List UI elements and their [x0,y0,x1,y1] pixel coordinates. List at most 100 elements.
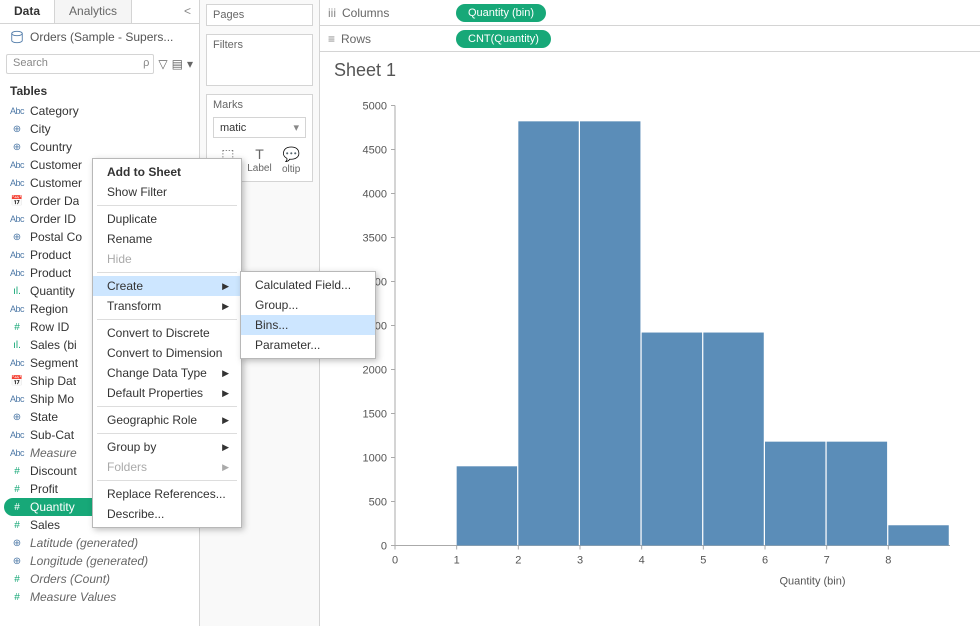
marks-cell-icon: 💬 [278,146,304,163]
field-type-icon: ⊕ [10,556,24,567]
menu-item: Hide [93,249,241,269]
menu-item[interactable]: Change Data Type▶ [93,363,241,383]
submenu-item-label: Bins... [255,318,288,332]
menu-item-label: Show Filter [107,185,167,199]
field-item[interactable]: ⊕Latitude (generated) [4,534,195,552]
columns-pill[interactable]: Quantity (bin) [456,4,546,22]
svg-text:5000: 5000 [363,101,387,113]
field-item[interactable]: AbcCategory [4,102,195,120]
field-name: Customer [30,158,82,172]
field-type-icon: ⊕ [10,538,24,549]
submenu-arrow-icon: ▶ [222,462,229,473]
field-item[interactable]: #Measure Values [4,588,195,606]
field-type-icon: ⊕ [10,412,24,423]
menu-separator [97,205,237,206]
rows-shelf[interactable]: ≡ Rows CNT(Quantity) [320,26,980,52]
context-menu: Add to Sheet Show Filter Duplicate Rename Hi… [92,158,242,528]
collapse-side-icon[interactable]: < [176,0,199,23]
menu-item[interactable]: Show Filter [93,182,241,202]
tab-analytics[interactable]: Analytics [55,0,132,23]
field-name: Order ID [30,212,76,226]
marks-cell-label: Label [247,163,271,174]
field-type-icon: ⊕ [10,124,24,135]
svg-text:3500: 3500 [363,233,387,245]
filters-shelf[interactable]: Filters [206,34,313,86]
field-name: Region [30,302,68,316]
submenu-item[interactable]: Group... [241,295,375,315]
field-name: City [30,122,51,136]
svg-text:0: 0 [392,555,398,567]
menu-separator [97,319,237,320]
submenu-item[interactable]: Bins... [241,315,375,335]
menu-item[interactable]: Describe... [93,504,241,524]
menu-item-label: Add to Sheet [107,165,181,179]
menu-item[interactable]: Convert to Dimension [93,343,241,363]
svg-text:0: 0 [381,541,387,553]
sheet-title[interactable]: Sheet 1 [320,52,980,85]
field-type-icon: Abc [10,178,24,188]
menu-separator [97,272,237,273]
menu-item[interactable]: Add to Sheet [93,162,241,182]
search-input[interactable]: Search ρ [6,54,154,74]
field-item[interactable]: ⊕ Longitude (generated) [4,552,195,570]
submenu-arrow-icon: ▶ [222,442,229,453]
menu-item[interactable]: Create▶ [93,276,241,296]
tab-data[interactable]: Data [0,0,55,23]
field-name: Postal Co [30,230,82,244]
submenu-arrow-icon: ▶ [222,415,229,426]
menu-item[interactable]: Convert to Discrete [93,323,241,343]
menu-item[interactable]: Duplicate [93,209,241,229]
marks-type-label: matic [220,122,246,134]
field-name: Segment [30,356,78,370]
svg-text:8: 8 [885,555,891,567]
field-item[interactable]: ⊕Country [4,138,195,156]
field-name: Product [30,248,71,262]
svg-text:500: 500 [369,497,387,509]
field-name: Customer [30,176,82,190]
field-item[interactable]: #Orders (Count) [4,570,195,588]
menu-item-label: Rename [107,232,152,246]
field-type-icon: Abc [10,268,24,278]
marks-type-dropdown[interactable]: matic ▾ [213,117,306,138]
menu-item[interactable]: Default Properties▶ [93,383,241,403]
view-dropdown-icon[interactable]: ▾ [187,57,193,71]
pages-shelf[interactable]: Pages [206,4,313,26]
field-name: Product [30,266,71,280]
rows-pill[interactable]: CNT(Quantity) [456,30,551,48]
field-type-icon: Abc [10,250,24,260]
menu-item-label: Geographic Role [107,413,197,427]
pages-label: Pages [213,9,244,21]
menu-item[interactable]: Geographic Role ▶ [93,410,241,430]
field-name: Category [30,104,79,118]
histogram-chart: 0500100015002000250030003500400045005000… [340,85,960,606]
columns-icon: iii [328,6,336,20]
menu-item[interactable]: Rename [93,229,241,249]
columns-shelf[interactable]: iii Columns Quantity (bin) [320,0,980,26]
submenu-item[interactable]: Calculated Field... [241,275,375,295]
svg-text:7: 7 [824,555,830,567]
menu-item-label: Duplicate [107,212,157,226]
menu-item[interactable]: Replace References... [93,484,241,504]
menu-separator [97,480,237,481]
field-name: Longitude (generated) [30,554,148,568]
field-name: State [30,410,58,424]
marks-cell-label: oltip [282,164,300,175]
filter-icon[interactable]: ▽ [158,57,167,71]
svg-text:5: 5 [700,555,706,567]
datasource-row[interactable]: Orders (Sample - Supers... [0,24,199,50]
marks-cell[interactable]: 💬oltip [276,144,306,177]
menu-separator [97,406,237,407]
submenu-item[interactable]: Parameter... [241,335,375,355]
marks-cell-icon: T [247,146,273,162]
field-name: Measure [30,446,77,460]
chart-area[interactable]: 0500100015002000250030003500400045005000… [320,85,980,626]
field-item[interactable]: ⊕ City [4,120,195,138]
search-row: Search ρ ▽ ▤ ▾ [0,50,199,78]
view-icon[interactable]: ▤ [172,57,183,71]
marks-cell[interactable]: TLabel [245,144,275,177]
menu-item[interactable]: Group by▶ [93,437,241,457]
menu-item-label: Convert to Discrete [107,326,210,340]
menu-item[interactable]: Transform▶ [93,296,241,316]
datasource-icon [10,30,24,44]
submenu-item-label: Group... [255,298,298,312]
